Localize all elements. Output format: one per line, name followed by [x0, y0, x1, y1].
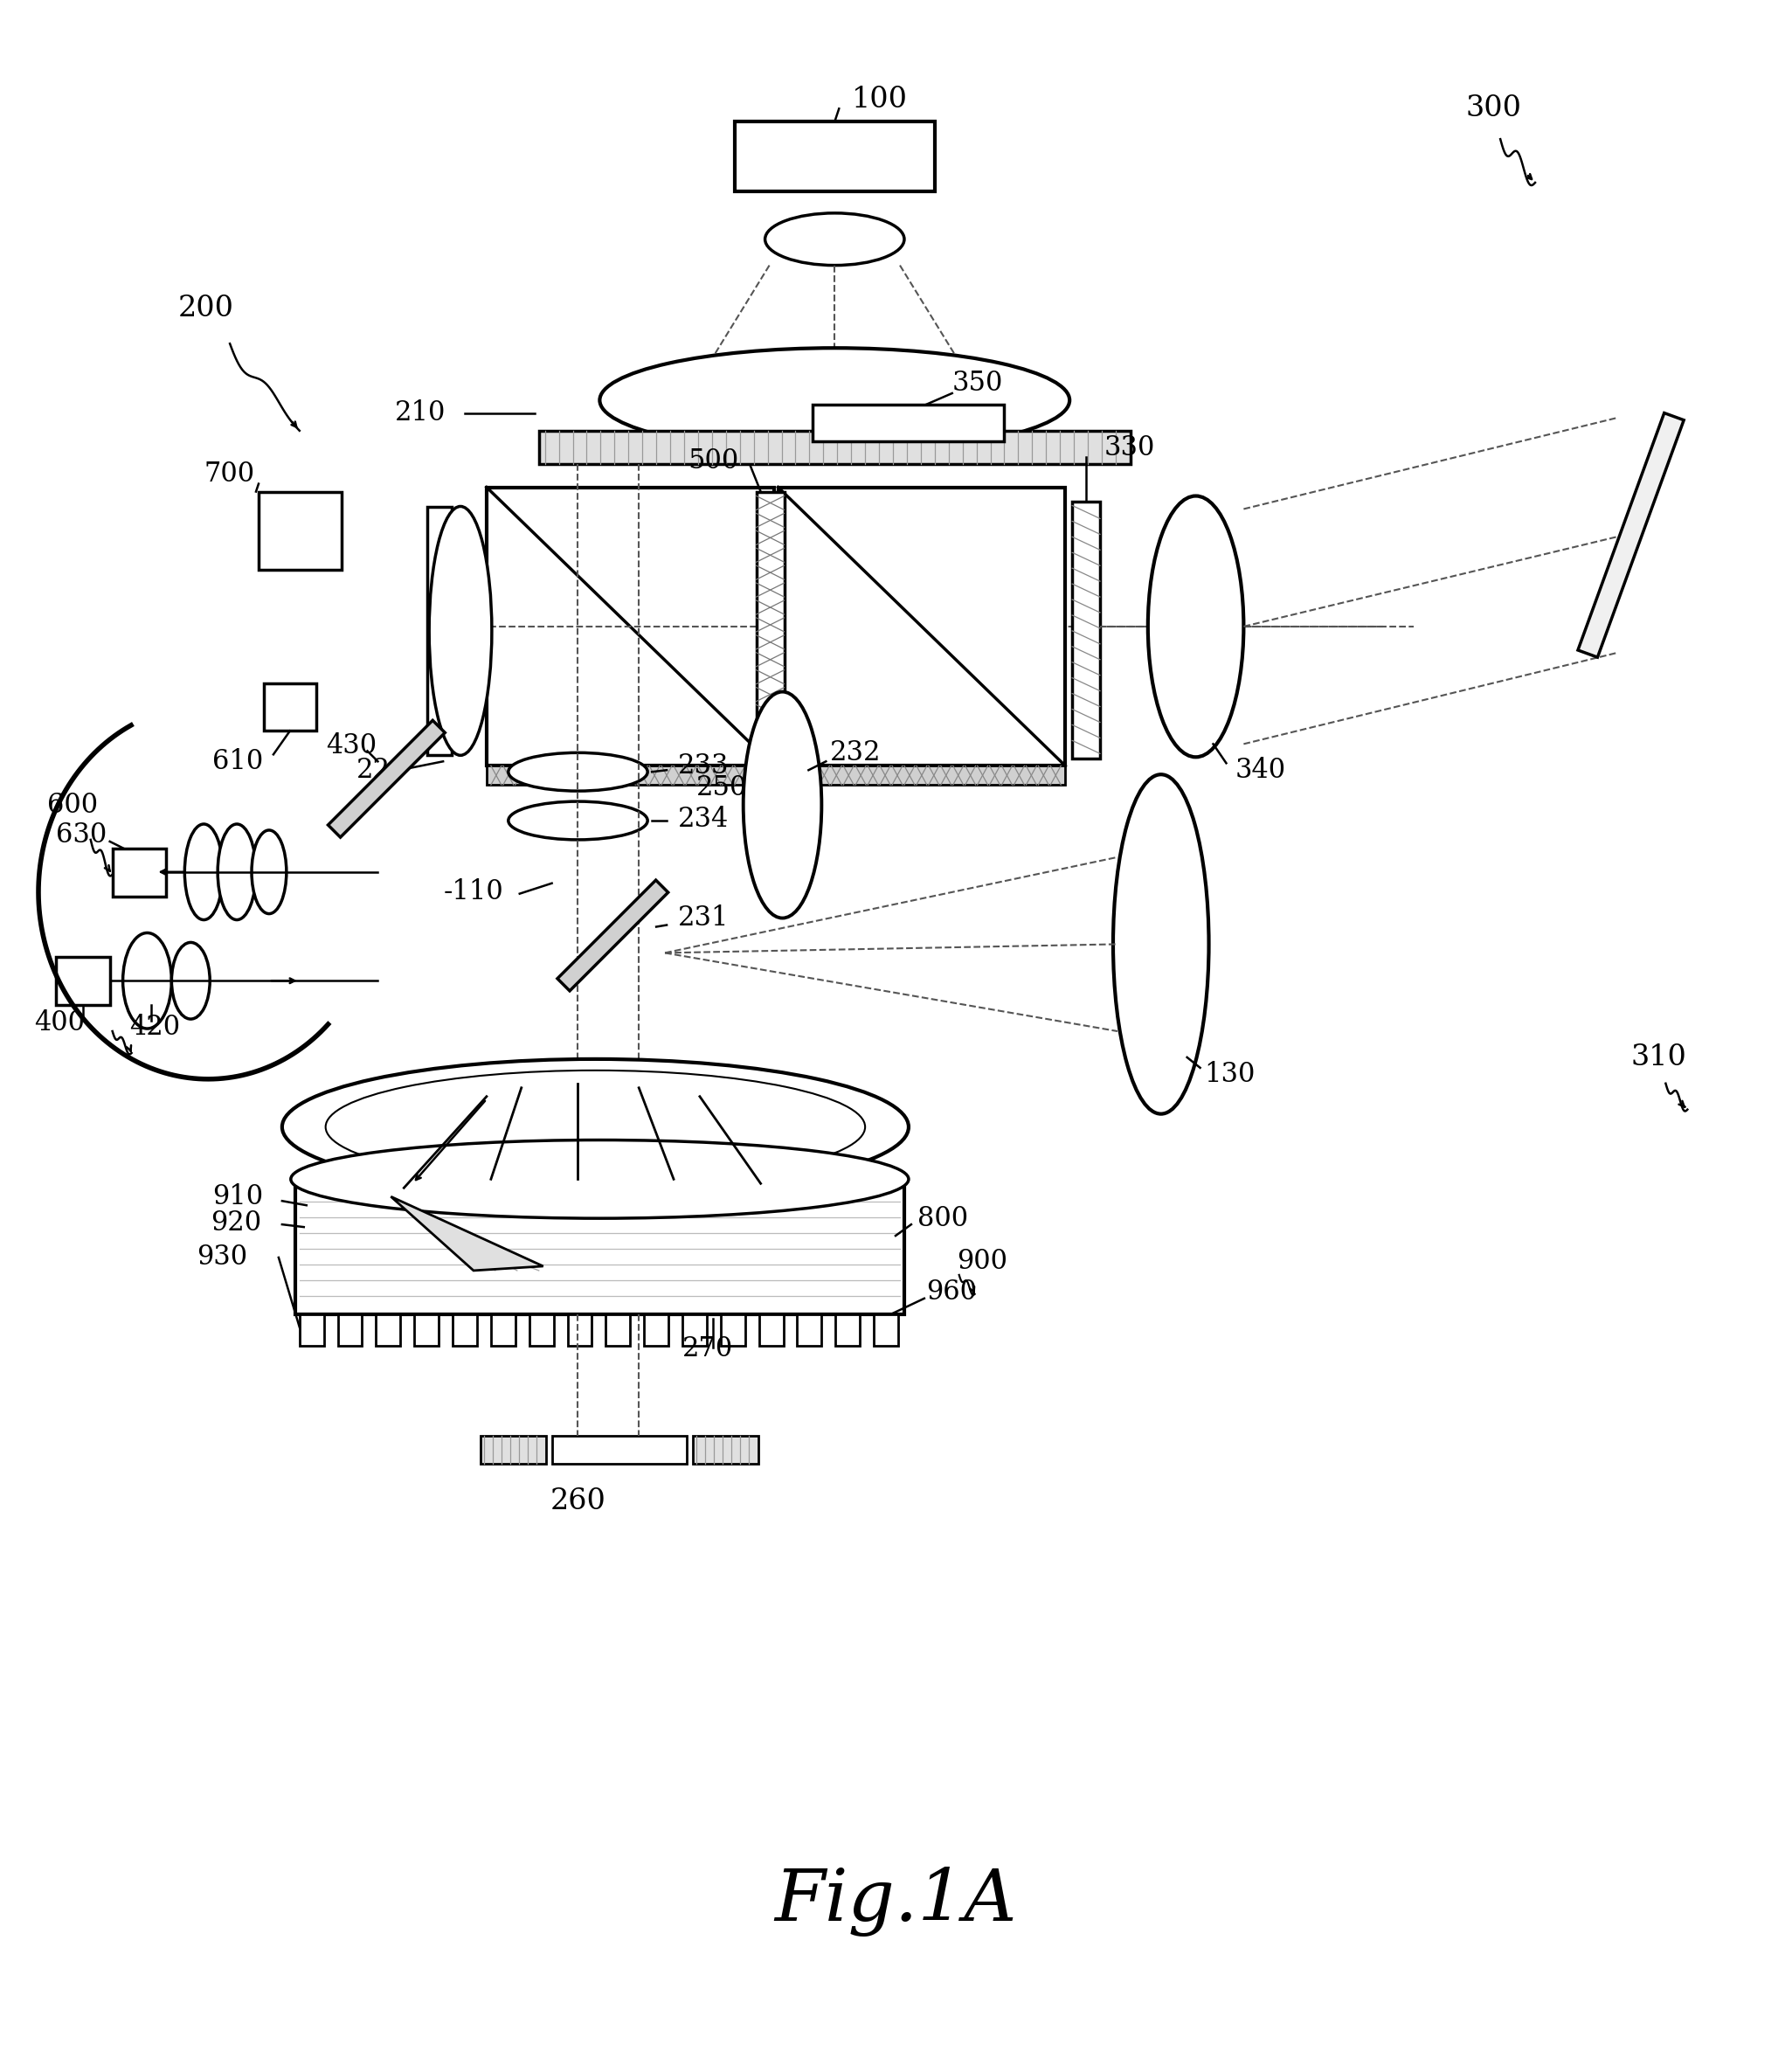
Ellipse shape — [1113, 775, 1210, 1115]
Bar — [539, 431, 1131, 464]
Text: 400: 400 — [34, 1009, 84, 1036]
Text: 630: 630 — [56, 823, 108, 850]
Bar — [487, 487, 774, 767]
Bar — [414, 1314, 439, 1345]
Text: 800: 800 — [918, 1204, 968, 1233]
Bar — [735, 122, 935, 191]
Bar — [529, 1314, 554, 1345]
Text: 340: 340 — [1235, 756, 1285, 783]
Text: 231: 231 — [677, 905, 729, 932]
Bar — [568, 1314, 591, 1345]
Bar — [778, 767, 1064, 785]
Bar — [797, 1314, 821, 1345]
Bar — [643, 1314, 668, 1345]
Bar — [694, 1436, 758, 1463]
Text: 100: 100 — [851, 85, 909, 114]
Text: 330: 330 — [1104, 435, 1156, 462]
Bar — [263, 684, 315, 731]
Text: 270: 270 — [683, 1334, 733, 1363]
Polygon shape — [557, 881, 668, 990]
Ellipse shape — [326, 1071, 866, 1183]
Text: 300: 300 — [1466, 95, 1521, 122]
Ellipse shape — [509, 752, 647, 792]
Polygon shape — [1579, 412, 1684, 657]
Ellipse shape — [509, 802, 647, 839]
Bar — [760, 1314, 783, 1345]
Text: 310: 310 — [1631, 1044, 1686, 1071]
Text: 250: 250 — [697, 775, 747, 802]
Ellipse shape — [1149, 495, 1244, 756]
Bar — [720, 1314, 745, 1345]
Text: 930: 930 — [197, 1243, 247, 1270]
Bar — [778, 487, 1064, 767]
Bar — [487, 767, 774, 785]
Text: 350: 350 — [952, 369, 1004, 396]
Bar — [113, 847, 167, 897]
Text: 233: 233 — [677, 752, 729, 779]
Text: 600: 600 — [47, 792, 99, 818]
Text: Fig.1A: Fig.1A — [774, 1867, 1016, 1937]
Text: 210: 210 — [396, 400, 446, 427]
Bar — [1072, 501, 1100, 758]
Ellipse shape — [251, 831, 287, 914]
Ellipse shape — [217, 825, 256, 920]
Bar — [56, 957, 109, 1005]
Bar — [835, 1314, 860, 1345]
Bar — [874, 1314, 898, 1345]
Ellipse shape — [428, 506, 491, 756]
Ellipse shape — [185, 825, 222, 920]
Text: 220: 220 — [357, 756, 407, 783]
Bar — [337, 1314, 362, 1345]
Ellipse shape — [281, 1059, 909, 1196]
Text: 920: 920 — [211, 1210, 262, 1237]
Bar — [552, 1436, 686, 1463]
Text: 130: 130 — [1204, 1061, 1256, 1088]
Bar — [683, 1314, 706, 1345]
Text: 200: 200 — [177, 294, 233, 323]
Polygon shape — [328, 721, 444, 837]
Text: 700: 700 — [204, 460, 254, 487]
Bar — [428, 508, 452, 756]
Text: 500: 500 — [688, 448, 738, 474]
Bar — [299, 1314, 324, 1345]
Bar — [491, 1314, 516, 1345]
Ellipse shape — [600, 348, 1070, 452]
Text: 900: 900 — [957, 1247, 1007, 1276]
Text: 420: 420 — [129, 1013, 181, 1040]
Bar — [606, 1314, 631, 1345]
Ellipse shape — [124, 932, 172, 1028]
Ellipse shape — [744, 692, 821, 918]
Text: 960: 960 — [926, 1278, 977, 1305]
Bar — [480, 1436, 547, 1463]
Text: -110: -110 — [444, 879, 504, 905]
Ellipse shape — [765, 213, 905, 265]
Text: 232: 232 — [830, 740, 882, 767]
Text: 430: 430 — [326, 731, 376, 758]
Polygon shape — [391, 1196, 543, 1270]
Text: 910: 910 — [213, 1183, 263, 1210]
Bar — [756, 491, 785, 760]
Text: 260: 260 — [550, 1488, 606, 1515]
Bar — [453, 1314, 477, 1345]
Bar — [296, 1179, 905, 1314]
Bar — [376, 1314, 400, 1345]
Text: 610: 610 — [213, 748, 263, 775]
Ellipse shape — [290, 1140, 909, 1218]
Ellipse shape — [172, 943, 210, 1019]
Text: 234: 234 — [677, 806, 729, 833]
Bar — [814, 404, 1004, 441]
Bar — [258, 491, 340, 570]
